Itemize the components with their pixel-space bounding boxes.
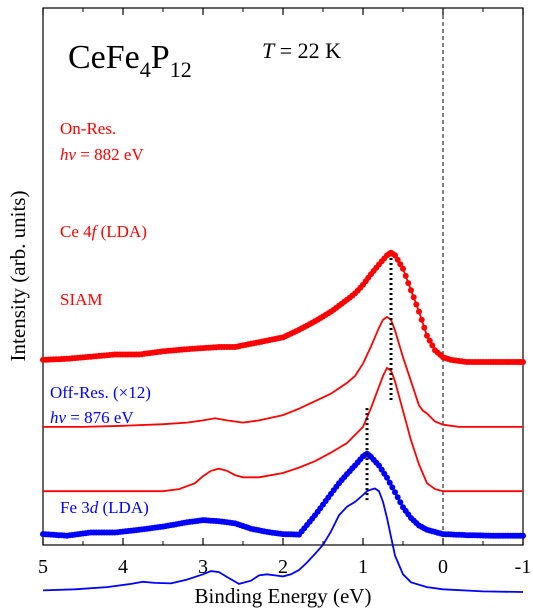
series-0-point <box>397 261 404 268</box>
series-3-point <box>394 494 401 501</box>
label-off-res: Off-Res. (×12) <box>50 383 151 402</box>
compound-formula: CeFe4P12 <box>68 39 192 82</box>
series-3-point <box>392 489 398 496</box>
series-line-0 <box>42 251 523 363</box>
x-tick-label: 4 <box>118 556 128 578</box>
series-3-point <box>520 532 526 539</box>
x-tick-label: 1 <box>358 556 368 578</box>
series-3-point <box>384 474 390 481</box>
series-line-4 <box>42 487 524 593</box>
series-line-2 <box>43 366 523 493</box>
series-0-point <box>410 294 417 301</box>
series-line-1 <box>43 315 523 428</box>
plot-frame <box>42 7 524 546</box>
series-0-point <box>405 280 412 287</box>
series-0-point <box>402 272 409 279</box>
x-tick-label: 0 <box>438 556 448 578</box>
series-3-point <box>389 484 396 491</box>
x-tick-label: -1 <box>515 556 532 578</box>
series-0-point <box>392 252 398 259</box>
x-tick-label: 3 <box>198 556 208 578</box>
x-tick-label: 2 <box>278 556 288 578</box>
series-0-point <box>408 287 414 294</box>
label-on-res-energy: hν = 882 eV <box>60 145 144 164</box>
series-3-point <box>397 499 404 506</box>
temperature-label: T = 22 K <box>262 38 341 63</box>
series-0-point <box>400 265 406 272</box>
x-axis-label: Binding Energy (eV) <box>195 584 372 608</box>
series-0-point <box>413 301 420 308</box>
series-0-point <box>416 308 422 315</box>
series-0-point <box>424 332 430 339</box>
series-0-point <box>429 342 436 349</box>
label-siam: SIAM <box>60 290 103 309</box>
x-tick-label: 5 <box>38 556 48 578</box>
label-on-res: On-Res. <box>60 119 116 138</box>
series-line-3 <box>42 452 523 537</box>
label-fe3d: Fe 3d (LDA) <box>60 498 149 517</box>
series-0-point <box>394 256 401 263</box>
series-3-point <box>386 479 393 486</box>
series-0-point <box>520 359 526 365</box>
label-ce4f: Ce 4f (LDA) <box>60 222 147 241</box>
y-axis-label: Intensity (arb. units) <box>6 191 30 362</box>
series-0-point <box>421 324 428 331</box>
series-0-point <box>418 316 425 323</box>
series-0-point <box>426 337 433 344</box>
label-off-res-energy: hν = 876 eV <box>50 408 134 427</box>
